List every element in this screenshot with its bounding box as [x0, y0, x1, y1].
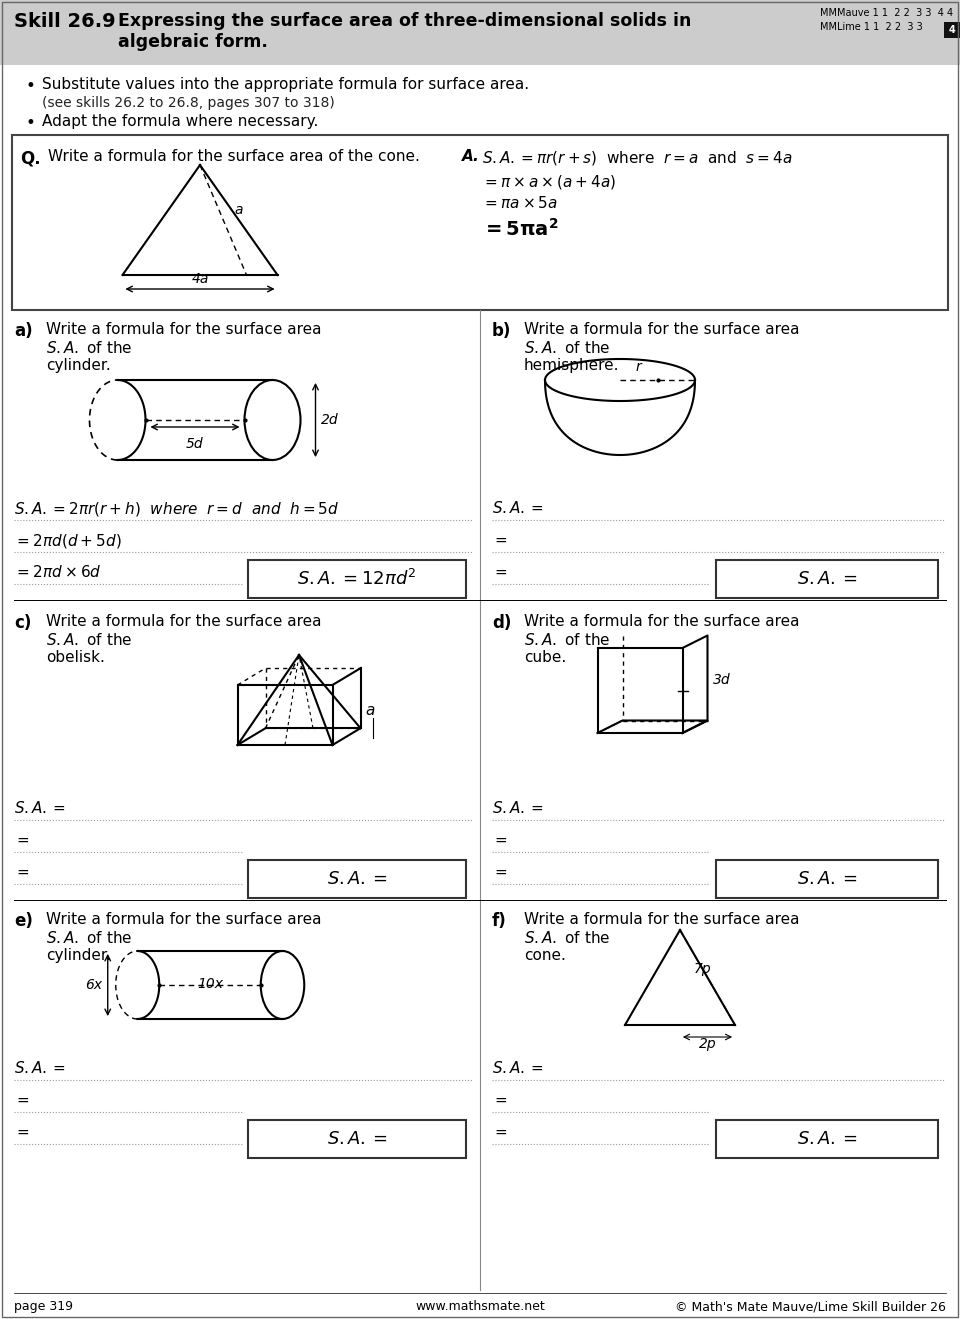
- Text: cylinder.: cylinder.: [46, 948, 110, 963]
- Bar: [944, 22, 960, 38]
- Text: Write a formula for the surface area of the cone.: Write a formula for the surface area of …: [48, 149, 420, 164]
- Text: $S.A. =$: $S.A. =$: [797, 871, 857, 888]
- Text: $S.A. =$: $S.A. =$: [326, 871, 388, 888]
- Text: cube.: cube.: [524, 650, 566, 665]
- Text: MMMauve 1 1  2 2  3 3  4 4: MMMauve 1 1 2 2 3 3 4 4: [820, 8, 953, 18]
- Text: Q.: Q.: [20, 149, 40, 168]
- Text: $= 2\pi d \times 6d$: $= 2\pi d \times 6d$: [14, 565, 102, 580]
- Text: $= \pi a \times 5a$: $= \pi a \times 5a$: [482, 195, 558, 211]
- Bar: [12, 135, 948, 310]
- Text: $=$: $=$: [14, 864, 30, 878]
- Text: A.: A.: [462, 149, 480, 164]
- Text: 6x: 6x: [85, 977, 103, 992]
- Text: $=$: $=$: [492, 565, 508, 579]
- Bar: [248, 1120, 466, 1158]
- Text: Substitute values into the appropriate formula for surface area.: Substitute values into the appropriate f…: [42, 77, 529, 92]
- Text: Write a formula for the surface area: Write a formula for the surface area: [524, 911, 800, 927]
- Text: Adapt the formula where necessary.: Adapt the formula where necessary.: [42, 113, 319, 129]
- Text: algebraic form.: algebraic form.: [118, 33, 268, 51]
- Text: $=$: $=$: [492, 532, 508, 547]
- Text: $S.A. =$: $S.A. =$: [14, 801, 66, 816]
- Bar: [716, 1120, 938, 1158]
- Text: Write a formula for the surface area: Write a formula for the surface area: [46, 911, 322, 927]
- Text: 4: 4: [948, 25, 955, 36]
- Text: 5d: 5d: [186, 437, 204, 451]
- Text: $= \pi \times a \times (a + 4a)$: $= \pi \times a \times (a + 4a)$: [482, 173, 616, 191]
- Bar: [248, 860, 466, 898]
- Text: $S.A. =$: $S.A. =$: [797, 570, 857, 588]
- Text: a): a): [14, 322, 33, 340]
- Text: $S.A. = 2\pi r(r + h)$  where  $r = d$  and  $h = 5d$: $S.A. = 2\pi r(r + h)$ where $r = d$ and…: [14, 500, 339, 518]
- Text: $S.A. =$: $S.A. =$: [492, 801, 544, 816]
- Text: $S.A.$ of the: $S.A.$ of the: [46, 632, 132, 648]
- Text: www.mathsmate.net: www.mathsmate.net: [415, 1301, 545, 1312]
- Text: Write a formula for the surface area: Write a formula for the surface area: [524, 615, 800, 629]
- Text: page 319: page 319: [14, 1301, 73, 1312]
- Text: 3d: 3d: [712, 673, 731, 687]
- Text: hemisphere.: hemisphere.: [524, 357, 619, 373]
- Text: $S.A.$ of the: $S.A.$ of the: [524, 632, 611, 648]
- Text: $=$: $=$: [14, 1092, 30, 1107]
- Text: cone.: cone.: [524, 948, 565, 963]
- Text: Write a formula for the surface area: Write a formula for the surface area: [46, 322, 322, 336]
- Text: © Math's Mate Mauve/Lime Skill Builder 26: © Math's Mate Mauve/Lime Skill Builder 2…: [675, 1301, 946, 1312]
- Text: $=$: $=$: [14, 1124, 30, 1140]
- Text: $=$: $=$: [492, 832, 508, 847]
- Text: f): f): [492, 911, 507, 930]
- Text: 7p: 7p: [694, 962, 711, 976]
- Text: b): b): [492, 322, 512, 340]
- Text: Write a formula for the surface area: Write a formula for the surface area: [46, 615, 322, 629]
- Bar: [0, 0, 960, 65]
- Bar: [248, 561, 466, 598]
- Text: 4a: 4a: [191, 272, 208, 286]
- Text: •: •: [25, 113, 35, 132]
- Text: $\mathbf{= 5\pi a^2}$: $\mathbf{= 5\pi a^2}$: [482, 218, 559, 240]
- Text: $S.A. = \pi r(r + s)$  where  $r = a$  and  $s = 4a$: $S.A. = \pi r(r + s)$ where $r = a$ and …: [482, 149, 792, 168]
- Text: obelisk.: obelisk.: [46, 650, 105, 665]
- Text: 2p: 2p: [699, 1037, 716, 1051]
- Text: $= 2\pi d(d + 5d)$: $= 2\pi d(d + 5d)$: [14, 532, 122, 550]
- Text: $S.A.$ of the: $S.A.$ of the: [46, 930, 132, 946]
- Ellipse shape: [245, 380, 300, 460]
- Text: Write a formula for the surface area: Write a formula for the surface area: [524, 322, 800, 336]
- Text: a: a: [366, 703, 374, 718]
- Text: d): d): [492, 615, 512, 632]
- Text: $S.A. =$: $S.A. =$: [14, 1060, 66, 1076]
- Text: a: a: [235, 203, 244, 218]
- Text: $S.A. =$: $S.A. =$: [326, 1130, 388, 1148]
- Text: $=$: $=$: [492, 1092, 508, 1107]
- Text: $S.A. =$: $S.A. =$: [492, 500, 544, 516]
- Text: 10x: 10x: [197, 977, 223, 991]
- Text: cylinder.: cylinder.: [46, 357, 110, 373]
- Text: c): c): [14, 615, 32, 632]
- Text: e): e): [14, 911, 33, 930]
- Text: $S.A. =$: $S.A. =$: [797, 1130, 857, 1148]
- Text: •: •: [25, 77, 35, 95]
- Text: $=$: $=$: [492, 1124, 508, 1140]
- Text: (see skills 26.2 to 26.8, pages 307 to 318): (see skills 26.2 to 26.8, pages 307 to 3…: [42, 96, 335, 109]
- Text: Skill 26.9: Skill 26.9: [14, 12, 115, 32]
- Bar: [716, 860, 938, 898]
- Text: $S.A.$ of the: $S.A.$ of the: [524, 340, 611, 356]
- Text: MMLime 1 1  2 2  3 3: MMLime 1 1 2 2 3 3: [820, 22, 929, 32]
- Ellipse shape: [261, 951, 304, 1020]
- Text: $S.A.$ of the: $S.A.$ of the: [46, 340, 132, 356]
- Bar: [716, 561, 938, 598]
- Text: r: r: [636, 360, 641, 375]
- Text: $=$: $=$: [14, 832, 30, 847]
- Text: 2d: 2d: [321, 413, 338, 427]
- Text: $S.A. =$: $S.A. =$: [492, 1060, 544, 1076]
- Text: Expressing the surface area of three-dimensional solids in: Expressing the surface area of three-dim…: [118, 12, 691, 30]
- Text: $S.A.$ of the: $S.A.$ of the: [524, 930, 611, 946]
- Text: $=$: $=$: [492, 864, 508, 878]
- Text: $S.A. = 12\pi d^2$: $S.A. = 12\pi d^2$: [298, 568, 417, 590]
